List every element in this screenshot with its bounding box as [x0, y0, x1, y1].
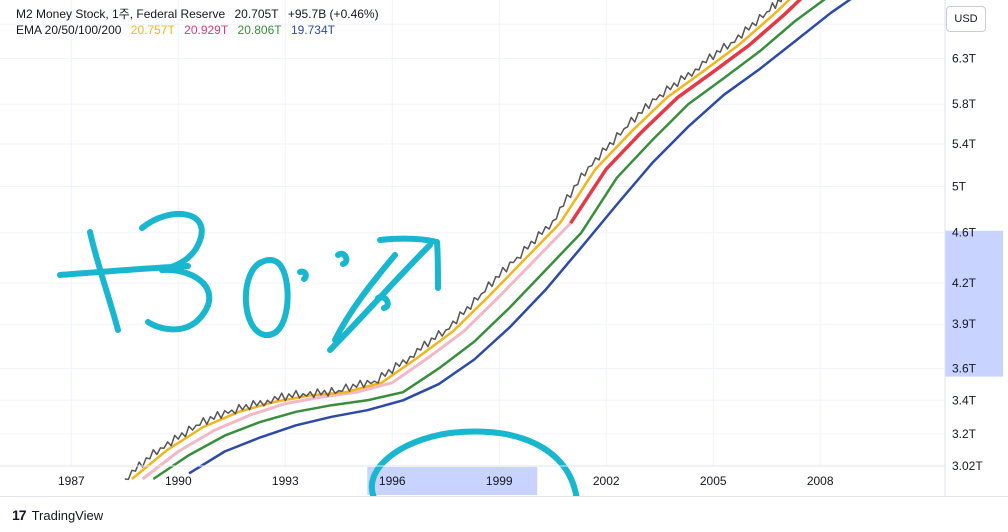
y-tick-label: 3.9T: [952, 317, 977, 331]
series-title: M2 Money Stock, 1주, Federal Reserve: [16, 7, 226, 21]
grid: [0, 0, 945, 467]
x-tick-label: 2008: [807, 474, 834, 488]
time-axis: 1987 1990 1993 1996 1999 2002 2005 2008: [58, 474, 834, 488]
annotation-stroke: [297, 268, 309, 282]
currency-button[interactable]: USD: [946, 6, 986, 32]
series-group: [124, 0, 852, 481]
x-range-highlight: [367, 467, 538, 495]
annotation-stroke: [327, 242, 433, 353]
ema-200-value: 19.734T: [290, 23, 335, 37]
change-value: +95.7B (+0.46%): [287, 7, 379, 21]
y-tick-label: 5T: [952, 180, 967, 194]
annotation-stroke: [335, 250, 350, 267]
y-tick-label: 5.8T: [952, 97, 977, 111]
legend-row-ema: EMA 20/50/100/200 20.757T 20.929T 20.806…: [16, 22, 385, 38]
last-value: 20.705T: [234, 7, 279, 21]
series-line-4: [188, 0, 852, 475]
annotation-stroke: [377, 235, 441, 291]
y-tick-label: 3.2T: [952, 427, 977, 441]
chart-background: [0, 0, 1008, 496]
y-range-highlight: [945, 230, 1003, 377]
series-line-3: [152, 0, 826, 481]
x-tick-label: 1996: [379, 474, 406, 488]
x-tick-label: 1987: [58, 474, 85, 488]
legend: M2 Money Stock, 1주, Federal Reserve 20.7…: [16, 6, 385, 38]
y-tick-label: 3.02T: [952, 459, 983, 473]
x-tick-label: 2002: [593, 474, 620, 488]
ema-50-value: 20.929T: [184, 23, 229, 37]
series-line-ema50-highlight: [569, 0, 803, 225]
x-tick-label: 1999: [486, 474, 513, 488]
tradingview-logo-icon: 17: [12, 507, 27, 523]
footer: 17 TradingView: [0, 496, 1008, 532]
x-tick-label: 2005: [700, 474, 727, 488]
series-line-0: [124, 0, 783, 481]
y-tick-label: 5.4T: [952, 137, 977, 151]
ema-20-value: 20.757T: [130, 23, 175, 37]
y-tick-label: 6.3T: [952, 51, 977, 65]
brand-name: TradingView: [31, 507, 104, 523]
y-tick-label: 4.6T: [952, 226, 977, 240]
y-tick-label: 4.2T: [952, 276, 977, 290]
x-tick-label: 1990: [165, 474, 192, 488]
x-tick-label: 1993: [272, 474, 299, 488]
series-line-1: [131, 0, 791, 480]
annotation-stroke: [139, 211, 213, 333]
y-tick-label: 3.6T: [952, 362, 977, 376]
y-tick-label: 3.4T: [952, 393, 977, 407]
ema-100-value: 20.806T: [237, 23, 282, 37]
brand[interactable]: 17 TradingView: [12, 507, 103, 523]
annotation-stroke: [332, 252, 398, 343]
annotation-circle: [368, 428, 580, 496]
annotation-stroke: [242, 257, 291, 338]
legend-row-main: M2 Money Stock, 1주, Federal Reserve 20.7…: [16, 6, 385, 22]
annotation-stroke: [87, 229, 121, 333]
handwritten-annotation: [57, 211, 580, 496]
ema-label: EMA 20/50/100/200: [16, 23, 122, 37]
